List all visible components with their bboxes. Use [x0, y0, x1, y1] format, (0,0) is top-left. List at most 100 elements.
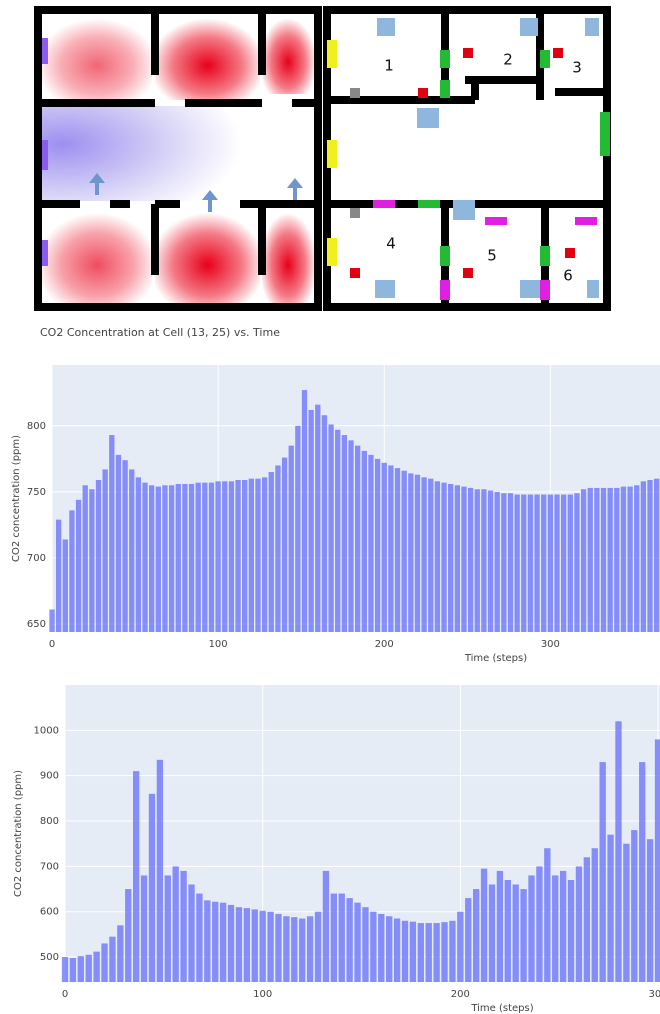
bar — [534, 494, 540, 632]
heat — [262, 14, 314, 94]
source — [553, 48, 563, 58]
bar — [488, 884, 496, 982]
bar — [480, 868, 488, 982]
heatmap-panel — [34, 6, 322, 311]
bar — [208, 482, 215, 632]
vent — [417, 108, 439, 128]
bar — [235, 907, 243, 982]
bar — [330, 893, 337, 982]
bar — [461, 486, 467, 632]
sensor — [350, 88, 360, 98]
door — [485, 217, 507, 225]
y-tick-label: 900 — [40, 771, 59, 782]
bar — [308, 409, 314, 632]
bar — [301, 390, 308, 632]
source — [463, 48, 473, 58]
bar — [355, 445, 361, 632]
bar — [315, 404, 321, 632]
bar — [148, 793, 156, 982]
door — [440, 280, 450, 300]
room-label: 5 — [487, 247, 497, 265]
bar — [335, 429, 341, 632]
bar — [49, 609, 55, 632]
door — [540, 50, 550, 68]
x-tick-label: 200 — [375, 639, 394, 650]
bar — [421, 477, 427, 632]
bar — [227, 904, 235, 982]
walls — [34, 6, 322, 311]
bar — [219, 902, 227, 982]
door — [540, 280, 550, 300]
vent — [520, 280, 540, 298]
bar — [188, 884, 195, 982]
bar — [634, 485, 640, 632]
heat — [262, 208, 314, 303]
panel-bg — [327, 10, 607, 307]
bar — [109, 936, 116, 982]
door — [327, 40, 337, 68]
bar — [646, 839, 654, 982]
bar — [149, 485, 155, 632]
bar — [135, 477, 142, 632]
bar — [454, 485, 460, 632]
bar — [541, 494, 547, 632]
bar — [133, 771, 140, 982]
door — [327, 238, 337, 266]
bar — [378, 913, 385, 982]
bar — [341, 435, 348, 632]
bar — [242, 479, 248, 632]
bar — [487, 490, 494, 632]
bar — [417, 923, 424, 982]
bar — [164, 875, 171, 982]
bar — [299, 918, 306, 982]
bar — [346, 898, 353, 982]
x-axis-label: Time (steps) — [470, 1003, 533, 1014]
vent — [520, 18, 538, 36]
bar — [248, 478, 255, 632]
bar — [348, 440, 354, 632]
bar — [295, 425, 301, 632]
bar — [567, 494, 573, 632]
bar — [520, 889, 527, 982]
bar — [591, 848, 598, 982]
room-label: 4 — [386, 235, 396, 253]
bar — [512, 884, 519, 982]
room-label: 2 — [503, 51, 513, 69]
bar — [267, 911, 274, 982]
bar — [212, 901, 219, 982]
bar — [89, 489, 95, 632]
vents — [327, 18, 610, 300]
bar — [607, 834, 614, 982]
y-tick-label: 700 — [27, 553, 46, 564]
heat — [155, 14, 260, 100]
x-tick-label: 100 — [253, 989, 272, 1000]
bar — [614, 487, 620, 632]
bar — [228, 481, 235, 632]
x-tick-label: 200 — [451, 989, 470, 1000]
bar — [433, 923, 440, 982]
bar — [401, 470, 407, 632]
bar — [175, 483, 181, 632]
y-tick-label: 800 — [27, 421, 46, 432]
bar — [552, 875, 559, 982]
bar — [61, 957, 69, 982]
vent — [585, 18, 599, 36]
bar — [654, 739, 660, 982]
y-tick-label: 500 — [40, 952, 59, 963]
bar — [156, 759, 164, 982]
bar — [215, 481, 221, 632]
bar — [623, 843, 630, 982]
bar — [441, 922, 448, 982]
bar — [202, 482, 208, 632]
bar — [501, 493, 507, 632]
bar — [409, 921, 417, 982]
bar — [251, 909, 258, 982]
bar — [122, 460, 128, 632]
y-tick-label: 750 — [27, 487, 46, 498]
bar — [370, 911, 377, 982]
bar — [574, 493, 580, 632]
chart-title: CO2 Concentration at Cell (13, 25) vs. T… — [40, 326, 280, 339]
bar — [322, 870, 330, 982]
